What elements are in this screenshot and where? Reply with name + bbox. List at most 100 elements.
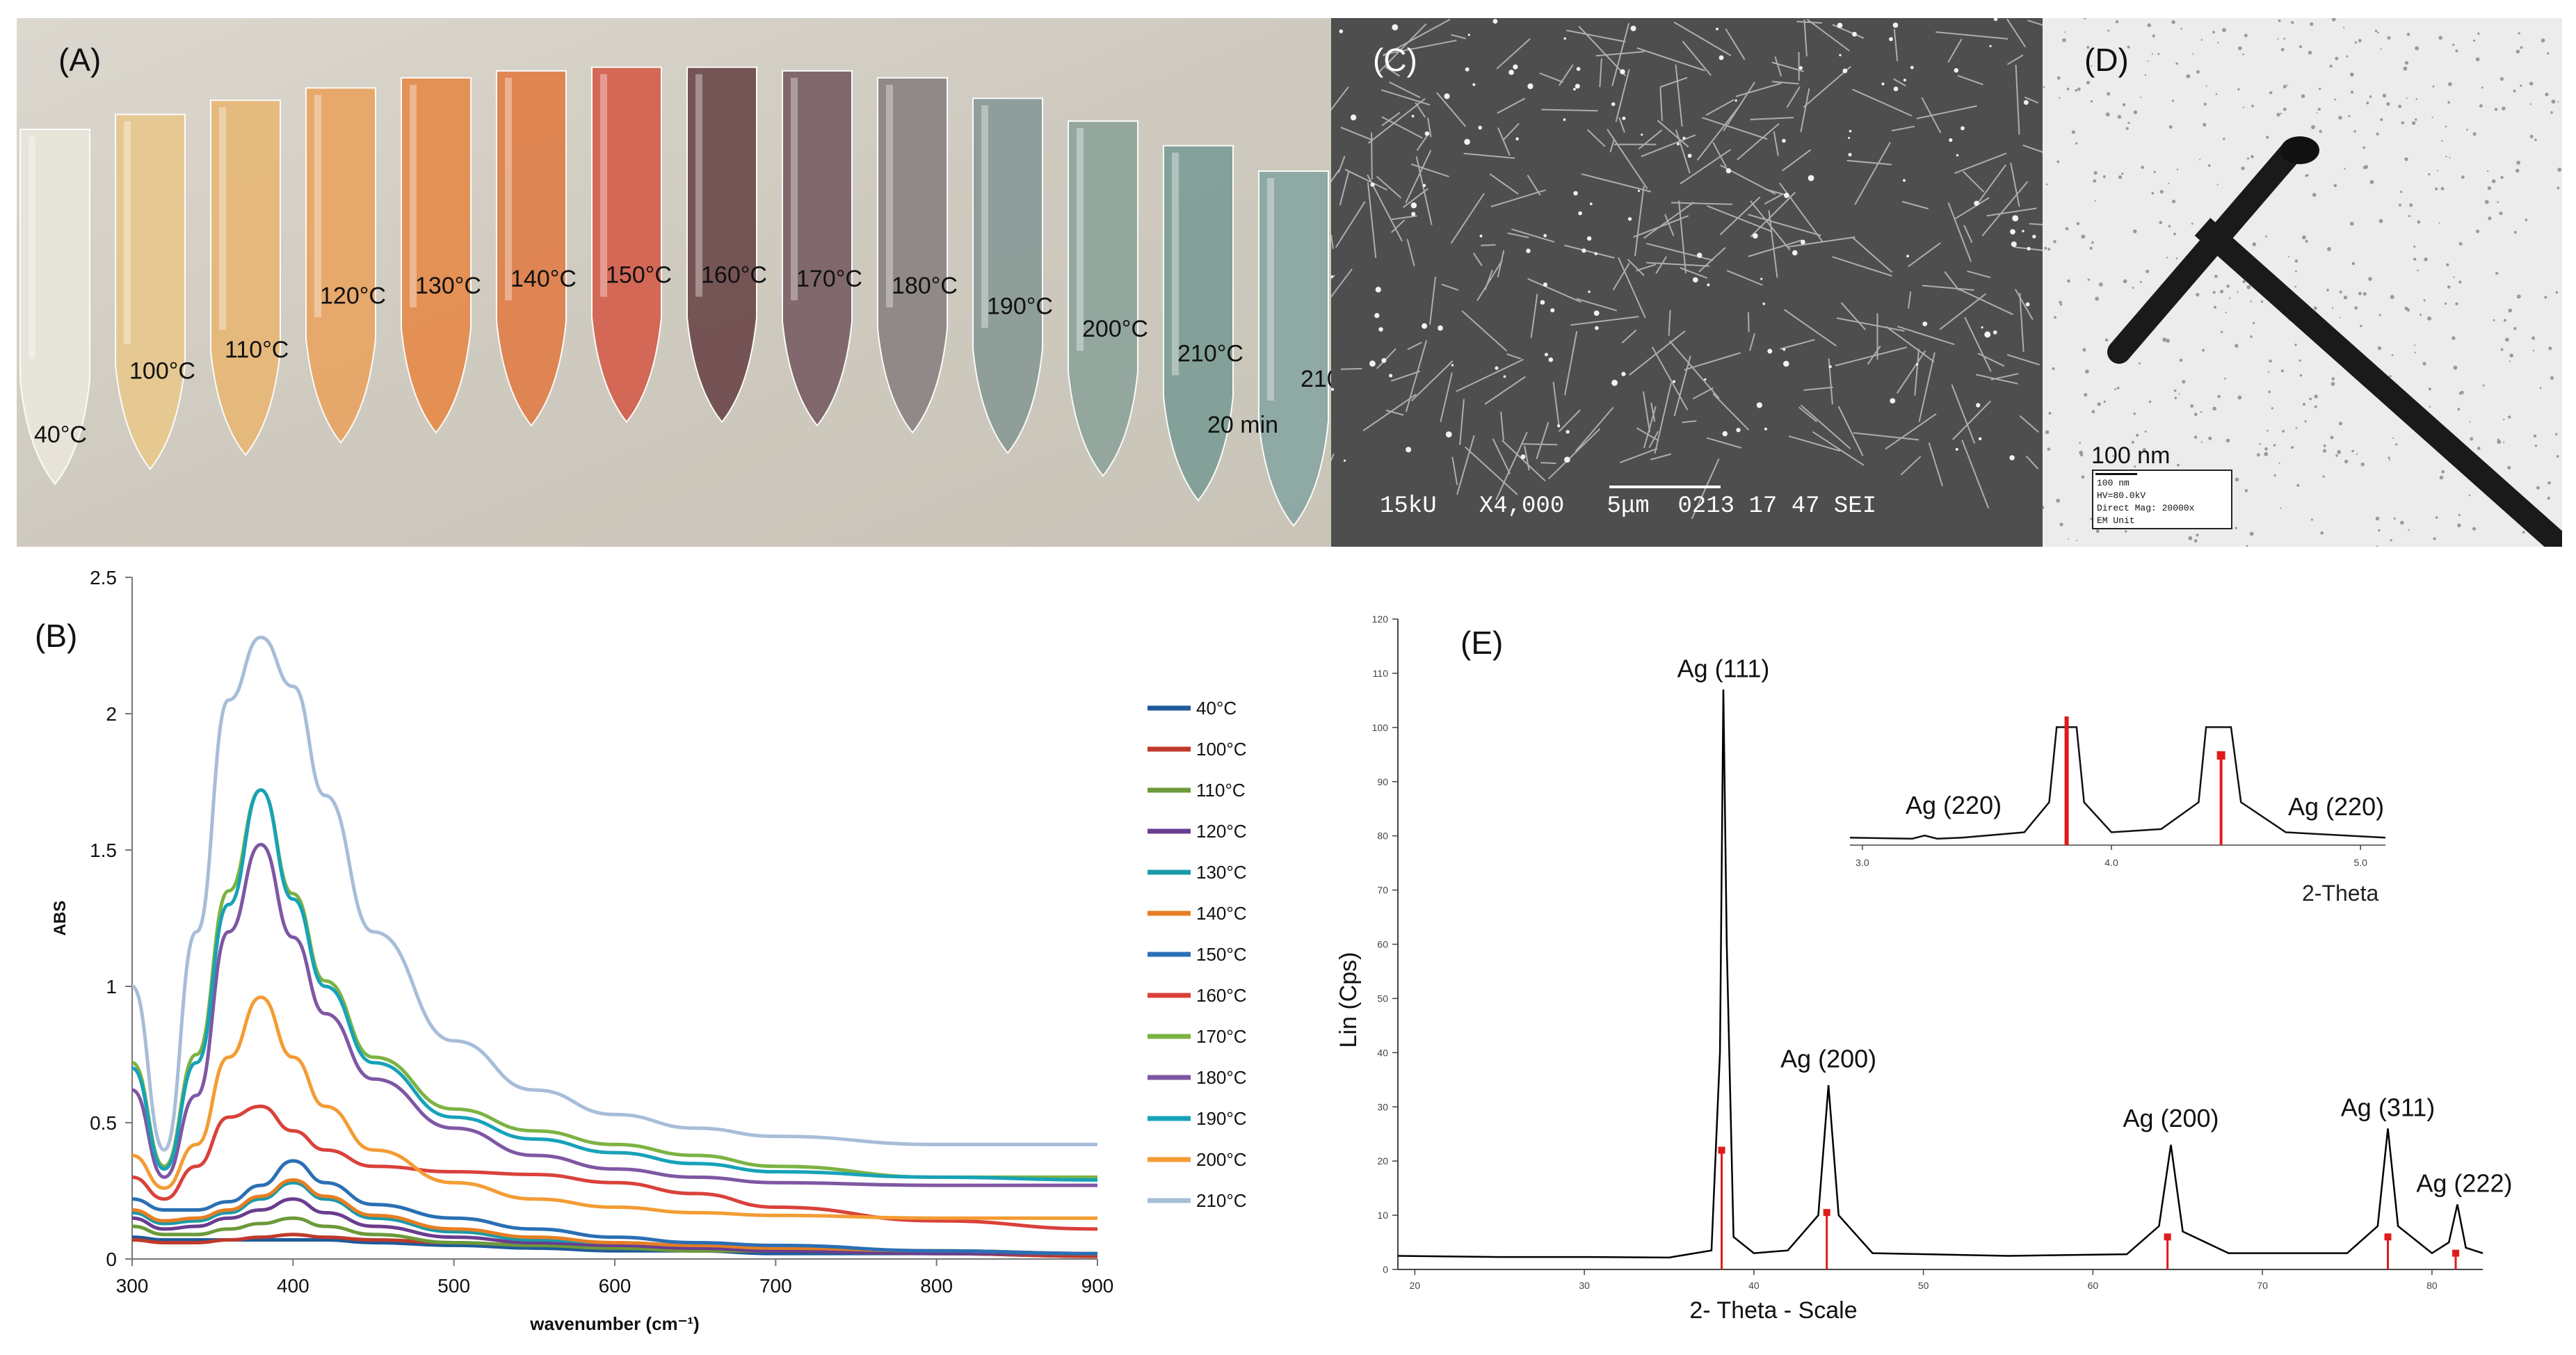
nanowire <box>1618 257 1646 319</box>
particle-dot <box>2122 103 2126 106</box>
nanoparticle <box>2025 302 2030 307</box>
particle-dot <box>2468 494 2471 497</box>
nanowire <box>1806 19 1850 51</box>
particle-dot <box>2417 269 2419 272</box>
particle-dot <box>2168 225 2171 227</box>
particle-dot <box>2283 84 2287 88</box>
particle-dot <box>2366 102 2369 105</box>
legend-label: 40°C <box>1196 698 1237 719</box>
particle-dot <box>2411 121 2416 125</box>
nanowire <box>1835 346 1907 367</box>
nanowire <box>1463 152 1515 159</box>
nanowire <box>1747 214 1821 236</box>
particle-dot <box>2348 115 2351 118</box>
nanowire <box>1735 82 1782 97</box>
particle-dot <box>2458 513 2461 517</box>
sample-tube <box>1068 120 1138 477</box>
nanowire <box>2024 96 2039 104</box>
particle-dot <box>2182 380 2186 384</box>
nanowire <box>1977 353 2005 367</box>
tube-temperature-label: 210°C <box>1301 366 1331 392</box>
particle-dot <box>2193 539 2198 543</box>
particle-dot <box>2056 76 2061 80</box>
nanoparticle <box>1411 211 1416 216</box>
absorbance-series-line <box>131 995 1097 1220</box>
nanowire <box>1459 399 1465 445</box>
tem-scale-bar <box>2095 473 2137 475</box>
particle-dot <box>2477 447 2481 450</box>
particle-dot <box>2140 96 2142 98</box>
nanoparticle <box>1438 325 1443 331</box>
nanoparticle <box>1495 366 1499 370</box>
particle-dot <box>2144 74 2147 76</box>
particle-dot <box>2105 112 2110 117</box>
particle-dot <box>2301 94 2305 99</box>
reference-stick-marker <box>1823 1209 1830 1217</box>
particle-dot <box>2534 444 2538 447</box>
particle-dot <box>2249 531 2254 536</box>
nanowire <box>2006 18 2027 48</box>
sample-tube <box>305 87 376 444</box>
nanoparticle <box>1734 99 1737 102</box>
tube-highlight <box>695 74 702 297</box>
particle-dot <box>2192 53 2194 55</box>
particle-dot <box>2390 294 2394 299</box>
particle-dot <box>2453 276 2455 278</box>
particle-dot <box>2452 336 2456 340</box>
nanoparticle <box>1672 380 1676 383</box>
particle-dot <box>2269 359 2272 363</box>
nanowire <box>1566 29 1626 42</box>
particle-dot <box>2529 81 2534 86</box>
particle-dot <box>2146 269 2150 273</box>
particle-dot <box>2223 137 2225 141</box>
legend-label: 120°C <box>1196 821 1247 842</box>
nanoparticle <box>1903 179 1906 182</box>
particle-dot <box>2277 38 2279 40</box>
nanowire <box>1668 340 1720 399</box>
nanowire <box>1771 81 1799 85</box>
nanowire <box>1371 132 1373 180</box>
particle-dot <box>2326 247 2331 252</box>
particle-dot <box>2515 168 2520 173</box>
nanowire <box>1416 132 1430 152</box>
legend-label: 210°C <box>1196 1190 1247 1211</box>
nanoparticle <box>1989 45 1992 47</box>
particle-dot <box>2458 242 2463 246</box>
particle-dot <box>2335 454 2338 457</box>
particle-dot <box>2518 32 2520 35</box>
particle-dot <box>2225 312 2227 314</box>
particle-dot <box>2460 390 2464 394</box>
particle-dot <box>2217 42 2219 44</box>
particle-dot <box>2043 506 2045 509</box>
nanowire <box>1957 288 2013 316</box>
particle-dot <box>2094 200 2096 202</box>
nanowire <box>1495 431 1528 501</box>
particle-dot <box>2364 165 2369 169</box>
particle-dot <box>2358 291 2362 296</box>
particle-dot <box>2469 421 2471 423</box>
absorbance-series-line <box>131 1159 1098 1256</box>
nanoparticle <box>1692 277 1698 283</box>
particle-dot <box>2147 23 2152 28</box>
particle-dot <box>2344 168 2346 170</box>
particle-dot <box>2508 308 2513 313</box>
particle-dot <box>2388 456 2390 459</box>
nanowire <box>1564 244 1615 259</box>
nanowire <box>1787 236 1855 248</box>
particle-dot <box>2393 517 2396 520</box>
particle-dot <box>2077 87 2081 91</box>
particle-dot <box>2458 280 2462 284</box>
nanowire <box>1659 88 1663 121</box>
particle-dot <box>2166 338 2170 343</box>
legend-label: 130°C <box>1196 862 1247 883</box>
nanoparticle <box>1704 378 1707 381</box>
particle-dot <box>2212 291 2216 294</box>
particle-dot <box>2171 99 2174 102</box>
particle-dot <box>2441 470 2445 474</box>
nanowire <box>1403 188 1428 208</box>
nanoparticle <box>1526 248 1531 253</box>
nanoparticle <box>1801 239 1805 245</box>
particle-dot <box>2427 316 2432 321</box>
particle-dot <box>2398 104 2402 109</box>
particle-dot <box>2089 246 2093 250</box>
